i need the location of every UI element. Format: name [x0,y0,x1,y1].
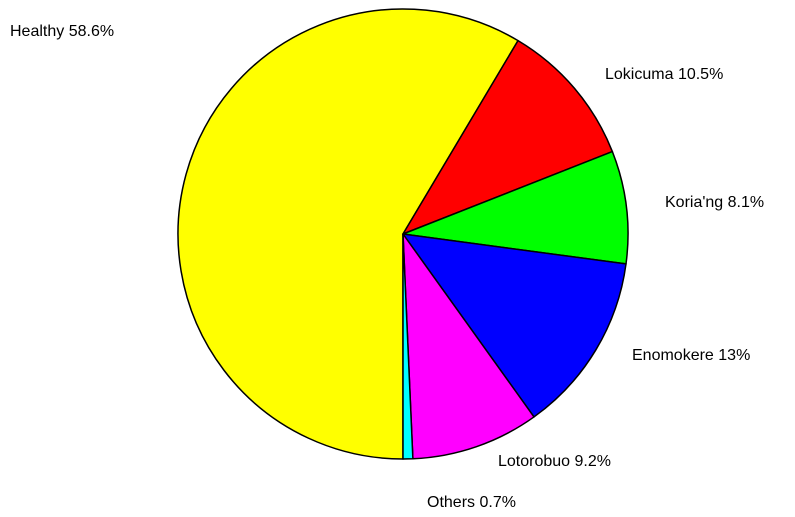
pie-slice [402,39,614,235]
slice-value: 8.1% [728,194,764,211]
slice-name: Lokicuma [605,66,674,83]
slice-label: Lotorobuo 9.2% [498,453,611,470]
slice-name: Others [427,494,475,511]
slice-value: 58.6% [69,23,114,40]
slice-label: Lokicuma 10.5% [605,66,723,83]
slice-label: Others 0.7% [427,494,516,511]
slice-value: 0.7% [479,494,515,511]
pie-slice [402,233,627,418]
pie-slice [177,8,519,460]
slice-name: Healthy [10,23,64,40]
slice-name: Koria'ng [665,194,723,211]
slice-name: Lotorobuo [498,453,570,470]
pie-slice [402,150,629,265]
slice-label: Healthy 58.6% [10,23,114,40]
slice-name: Enomokere [632,347,714,364]
slice-label: Enomokere 13% [632,347,750,364]
pie-slice [402,233,414,460]
slice-value: 13% [718,347,750,364]
slice-value: 9.2% [575,453,611,470]
pie-slice [402,233,535,460]
slice-label: Koria'ng 8.1% [665,194,764,211]
slice-value: 10.5% [678,66,723,83]
